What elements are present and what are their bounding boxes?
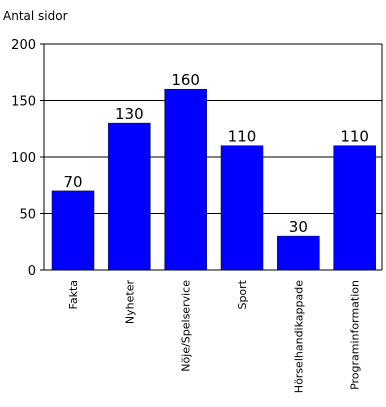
x-tick-label: Nyheter bbox=[123, 280, 136, 325]
y-tick-labels: 0 50 100 150 200 bbox=[11, 38, 44, 279]
data-label: 30 bbox=[289, 218, 308, 236]
data-label: 130 bbox=[115, 105, 144, 123]
data-label: 110 bbox=[228, 128, 257, 146]
y-tick-label: 200 bbox=[11, 38, 36, 53]
data-labels: 70 130 160 110 30 110 bbox=[63, 71, 369, 236]
data-label: 160 bbox=[171, 71, 200, 89]
x-tick-label: Fakta bbox=[67, 280, 80, 309]
x-tick-label: Hörselhandikappade bbox=[292, 280, 305, 393]
y-tick-label: 50 bbox=[19, 208, 36, 223]
bar bbox=[108, 122, 151, 271]
bar bbox=[51, 190, 95, 271]
bars bbox=[51, 88, 376, 271]
x-tick-label: Nöje/Spelservice bbox=[180, 280, 193, 372]
data-label: 70 bbox=[63, 173, 82, 191]
axes bbox=[43, 44, 383, 271]
y-tick-label: 150 bbox=[11, 95, 36, 110]
y-axis-title: Antal sidor bbox=[3, 9, 68, 23]
x-tick-label: Programinformation bbox=[349, 280, 362, 390]
x-tick-labels: Fakta Nyheter Nöje/Spelservice Sport Hörselh… bbox=[67, 279, 362, 393]
bar bbox=[164, 88, 207, 271]
bar bbox=[333, 145, 376, 271]
bar bbox=[277, 235, 320, 271]
y-tick-label: 100 bbox=[11, 151, 36, 166]
x-tick-label: Sport bbox=[236, 279, 249, 309]
data-label: 110 bbox=[340, 128, 369, 146]
gridlines bbox=[44, 43, 382, 214]
bar bbox=[220, 145, 264, 271]
y-tick-label: 0 bbox=[28, 264, 36, 279]
